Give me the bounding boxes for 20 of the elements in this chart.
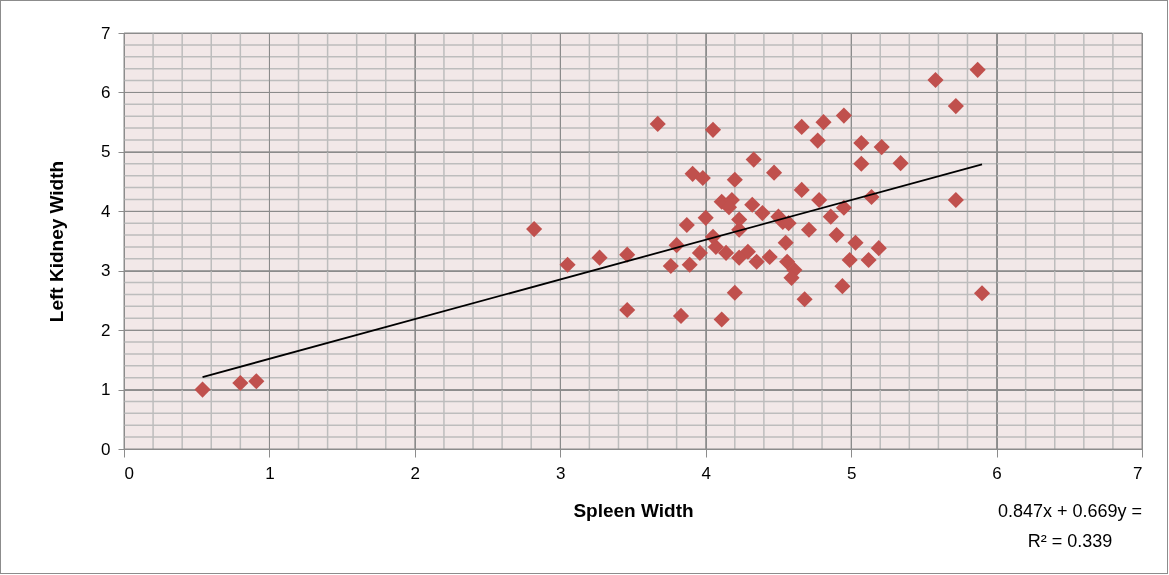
- x-tick-label: 2: [410, 463, 421, 483]
- x-axis-title: Spleen Width: [573, 499, 694, 521]
- y-tick-label: 4: [101, 201, 111, 221]
- y-tick-label: 3: [101, 261, 111, 281]
- y-tick-label: 6: [101, 82, 111, 102]
- x-tick-label: 3: [556, 463, 566, 483]
- x-tick-label: 1: [265, 463, 275, 483]
- y-tick-label: 2: [101, 320, 111, 340]
- y-tick-label: 5: [101, 142, 111, 162]
- text: R² = 0.339: [1027, 531, 1113, 551]
- y-tick-label: 1: [101, 380, 111, 400]
- text: 0.847x + 0.669y =: [997, 501, 1143, 521]
- x-tick-label: 6: [992, 463, 1002, 483]
- y-axis-title: Left Kidney Width: [45, 160, 67, 323]
- x-tick-label: 5: [846, 463, 857, 483]
- x-tick-label: 7: [1133, 463, 1143, 483]
- y-tick-label: 0: [101, 439, 111, 459]
- y-tick-label: 7: [101, 23, 111, 43]
- x-tick-label: 4: [701, 463, 711, 483]
- x-tick-label: 0: [124, 463, 134, 483]
